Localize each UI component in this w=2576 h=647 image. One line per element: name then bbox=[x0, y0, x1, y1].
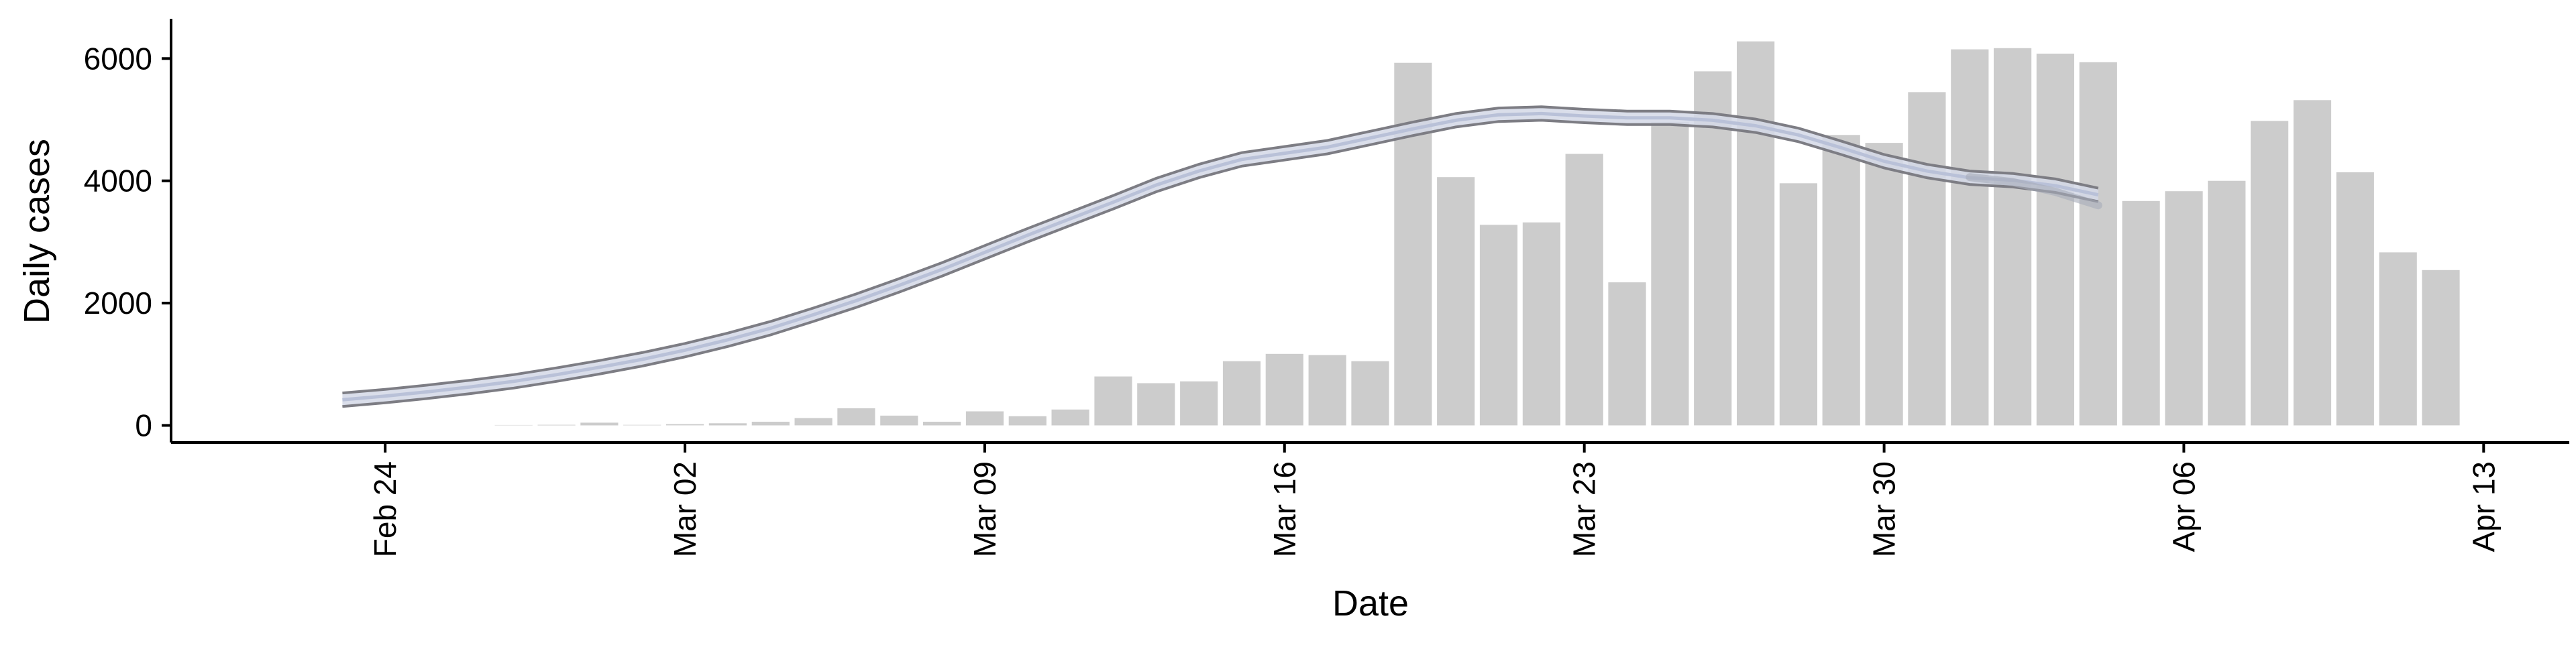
bar bbox=[537, 424, 576, 426]
bar bbox=[708, 423, 747, 426]
y-tick-label: 2000 bbox=[84, 286, 152, 320]
bar bbox=[1822, 135, 1860, 426]
bar bbox=[1394, 62, 1432, 426]
bar bbox=[1651, 122, 1689, 426]
bar bbox=[1479, 225, 1518, 426]
bar bbox=[1865, 143, 1903, 426]
bar bbox=[1994, 48, 2032, 426]
bar bbox=[1265, 353, 1303, 426]
bar bbox=[1437, 177, 1475, 426]
bar bbox=[2251, 121, 2289, 426]
bar bbox=[1779, 183, 1817, 426]
bar bbox=[2165, 191, 2203, 426]
bar bbox=[623, 424, 661, 426]
x-tick-label: Mar 16 bbox=[1267, 461, 1302, 557]
bar bbox=[1137, 383, 1175, 426]
bar-series bbox=[494, 41, 2460, 426]
x-tick-label: Feb 24 bbox=[368, 461, 402, 557]
y-tick-label: 4000 bbox=[84, 164, 152, 198]
bar bbox=[1094, 376, 1132, 426]
y-tick-label: 0 bbox=[135, 408, 152, 443]
bar bbox=[1222, 361, 1261, 426]
bar bbox=[1565, 154, 1603, 426]
y-tick-label: 6000 bbox=[84, 41, 152, 76]
bar bbox=[580, 422, 619, 426]
bar bbox=[2336, 172, 2374, 426]
bar bbox=[794, 418, 833, 426]
x-tick-label: Apr 06 bbox=[2166, 461, 2201, 552]
bar bbox=[1737, 41, 1775, 426]
bar bbox=[1908, 92, 1946, 426]
bar bbox=[1351, 361, 1389, 426]
bar bbox=[751, 422, 790, 426]
x-tick-label: Mar 30 bbox=[1867, 461, 1902, 557]
bar bbox=[2293, 100, 2332, 426]
bar bbox=[2208, 180, 2246, 426]
bar bbox=[965, 411, 1004, 426]
lower-bound-line bbox=[342, 119, 2099, 408]
bar bbox=[2036, 54, 2074, 426]
axes bbox=[170, 19, 2569, 444]
x-tick-label: Mar 23 bbox=[1567, 461, 1602, 557]
bar bbox=[666, 424, 704, 426]
line-series bbox=[342, 105, 2102, 408]
estimate-line bbox=[342, 111, 2099, 402]
bar bbox=[2422, 270, 2460, 426]
bar bbox=[2122, 200, 2160, 426]
x-tick-label: Apr 13 bbox=[2466, 461, 2501, 552]
projection-line bbox=[1966, 173, 2102, 210]
bar bbox=[494, 424, 533, 426]
bar bbox=[1051, 409, 1089, 426]
y-axis-title: Daily cases bbox=[17, 139, 57, 324]
x-axis-title: Date bbox=[1332, 583, 1409, 624]
bar bbox=[1308, 355, 1346, 426]
bar bbox=[1694, 71, 1732, 426]
bar bbox=[1008, 416, 1046, 426]
y-ticks: 0 2000 4000 6000 bbox=[84, 41, 171, 443]
x-tick-label: Mar 09 bbox=[967, 461, 1002, 557]
bar bbox=[837, 408, 875, 426]
bar bbox=[1951, 49, 1989, 426]
x-ticks: Feb 24 Mar 02 Mar 09 Mar 16 Mar 23 Mar 30 Apr … bbox=[368, 443, 2501, 557]
x-tick-label: Mar 02 bbox=[667, 461, 702, 557]
bar bbox=[2079, 62, 2117, 426]
bar bbox=[2379, 252, 2417, 426]
bar bbox=[1608, 282, 1646, 426]
bar bbox=[1180, 381, 1218, 426]
bar bbox=[880, 415, 918, 426]
bar bbox=[923, 422, 961, 426]
upper-bound-line bbox=[342, 105, 2099, 395]
bar bbox=[1522, 222, 1560, 426]
